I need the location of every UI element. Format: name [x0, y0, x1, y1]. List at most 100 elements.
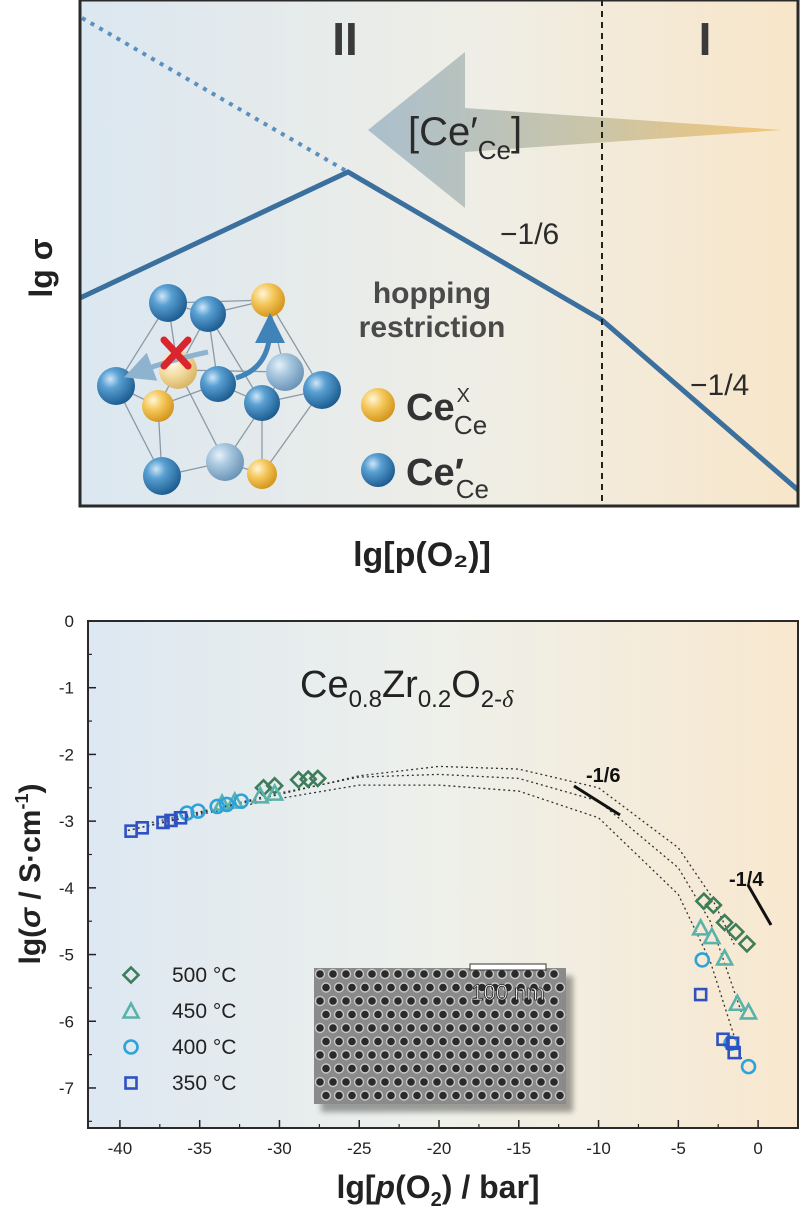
schematic-x-label: lg[p(O₂)] — [353, 536, 491, 574]
ce-prime-atom — [190, 296, 226, 332]
tem-pore — [535, 1022, 547, 1034]
tem-pore — [541, 1036, 553, 1047]
y-tick-label: -4 — [59, 879, 74, 898]
x-tick-label: -35 — [187, 1139, 212, 1158]
x-tick-label: -40 — [108, 1139, 133, 1158]
tem-pore — [398, 1090, 410, 1101]
data-point — [702, 926, 722, 945]
tem-pore — [528, 1036, 540, 1047]
y-tick-label: -3 — [59, 812, 74, 831]
tem-pore — [528, 1090, 540, 1101]
conductivity-chart: 100 nm -1/6 -1/4 Ce0.8Zr0.2O2-δ -40 -35 -3… — [12, 612, 799, 1209]
tem-pore — [418, 968, 430, 980]
data-point — [725, 1036, 740, 1051]
data-point — [219, 796, 235, 813]
tem-pore — [502, 1036, 514, 1047]
axes: -40 -35 -30 -25 -20 -15 -10 -5 0 0 -1 -2 -3 -4 -5 -6 -7 — [59, 612, 799, 1158]
tem-pore — [476, 1009, 488, 1020]
data-point — [135, 821, 150, 835]
tem-pore — [483, 995, 495, 1007]
tem-pore — [457, 995, 469, 1007]
data-point — [740, 1058, 757, 1075]
tem-pore — [385, 1036, 397, 1047]
tem-pore — [515, 1009, 527, 1020]
x-tick-label: -30 — [267, 1139, 292, 1158]
tem-pore — [398, 1009, 410, 1020]
data-point — [209, 798, 226, 815]
tem-pore — [340, 968, 352, 980]
ce-prime-atom — [97, 367, 135, 405]
tem-pore — [502, 1009, 514, 1020]
tem-pore — [392, 1022, 404, 1034]
tem-pore — [359, 1009, 371, 1020]
tem-pore — [314, 968, 326, 980]
arrow-label: [Ce′Ce] — [408, 110, 522, 165]
tem-pore — [431, 995, 443, 1007]
tem-pore — [372, 982, 384, 993]
tem-pore — [392, 968, 404, 980]
data-point — [693, 987, 708, 1002]
ce-prime-atom — [244, 385, 280, 421]
tem-pore — [554, 1063, 566, 1074]
tem-pore — [353, 995, 365, 1007]
ce-prime-atom-faint — [206, 443, 244, 481]
tem-pore — [340, 1022, 352, 1034]
schematic-frame — [78, 0, 800, 508]
data-point — [738, 1001, 759, 1020]
chart-title: Ce0.8Zr0.2O2-δ — [300, 664, 514, 713]
tem-pore — [457, 968, 469, 980]
tem-pore — [541, 1090, 553, 1101]
tem-pore — [340, 1049, 352, 1061]
data-point — [308, 769, 328, 788]
tem-pore — [509, 1076, 521, 1088]
tem-pore — [359, 1063, 371, 1074]
tem-pore — [327, 995, 339, 1007]
tem-pore — [314, 1076, 326, 1088]
tem-pore — [476, 1063, 488, 1074]
tem-pore — [463, 982, 475, 993]
tem-pore — [353, 1049, 365, 1061]
tem-pore — [372, 1090, 384, 1101]
tem-pore — [548, 1022, 560, 1034]
tem-pore — [496, 1022, 508, 1034]
tem-pore — [444, 1022, 456, 1034]
tem-pore — [424, 1036, 436, 1047]
scale-bar-label: 100 nm — [471, 980, 544, 1005]
tem-pore — [359, 1090, 371, 1101]
blocked-cross-icon — [160, 336, 192, 370]
tem-pore — [333, 1063, 345, 1074]
tem-pore — [437, 1090, 449, 1101]
tem-pore — [502, 1090, 514, 1101]
tem-pore — [411, 1009, 423, 1020]
tem-pore — [502, 1063, 514, 1074]
x-tick-label: -5 — [671, 1139, 686, 1158]
ce-prime-atom — [143, 457, 181, 495]
data-point — [716, 1032, 730, 1047]
tem-pore — [554, 1036, 566, 1047]
tem-pore — [411, 982, 423, 993]
data-point — [714, 947, 735, 966]
tem-pore — [333, 1090, 345, 1101]
tem-pore — [470, 1049, 482, 1061]
tem-pore — [314, 1022, 326, 1034]
tem-pore — [340, 995, 352, 1007]
tem-pore — [353, 1076, 365, 1088]
tem-pore — [379, 1022, 391, 1034]
tem-pore — [379, 995, 391, 1007]
tem-pore — [392, 995, 404, 1007]
tem-pore — [463, 1009, 475, 1020]
x-tick-label: -10 — [586, 1139, 611, 1158]
slope-label-1-4: -1/4 — [729, 869, 764, 891]
tem-pore — [437, 982, 449, 993]
tem-pore — [424, 982, 436, 993]
legend-marker — [121, 1000, 141, 1019]
tem-pore — [522, 1022, 534, 1034]
tem-pore — [320, 1063, 332, 1074]
tem-pore — [366, 1022, 378, 1034]
legend-marker — [124, 1076, 138, 1090]
tem-pore — [457, 1022, 469, 1034]
tem-pore — [411, 1063, 423, 1074]
slope-indicator-1-4 — [746, 884, 773, 926]
tem-pore — [470, 995, 482, 1007]
tem-pore — [489, 1036, 501, 1047]
